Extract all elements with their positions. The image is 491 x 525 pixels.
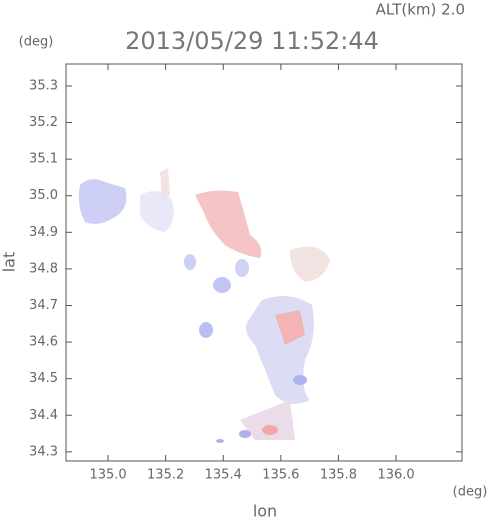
y-tick-label: 35.2 — [29, 115, 58, 130]
y-axis-label: lat — [0, 252, 19, 273]
y-tick-label: 34.9 — [29, 225, 58, 240]
echo-blob — [246, 296, 314, 404]
y-tick-label: 34.8 — [29, 261, 58, 276]
x-tick-label: 136.0 — [377, 468, 414, 483]
echo-blob — [262, 425, 278, 435]
echo-blob — [239, 430, 251, 438]
y-tick-label: 35.1 — [29, 152, 58, 167]
y-tick-label: 35.3 — [29, 78, 58, 93]
x-tick-label: 135.4 — [205, 468, 242, 483]
x-tick-label: 135.2 — [147, 468, 184, 483]
x-unit: (deg) — [453, 485, 488, 500]
echo-blob — [275, 310, 305, 345]
echo-blob — [216, 439, 224, 443]
y-tick-label: 34.4 — [29, 408, 58, 423]
echo-blob — [140, 191, 174, 232]
y-unit: (deg) — [19, 35, 54, 50]
y-tick-label: 34.7 — [29, 298, 58, 313]
echo-blob — [195, 190, 262, 258]
y-tick-label: 34.3 — [29, 444, 58, 459]
echo-blob — [293, 375, 307, 385]
echo-field — [78, 168, 330, 443]
echo-blob — [235, 259, 249, 277]
echo-blob — [290, 246, 330, 282]
echo-blob — [213, 277, 231, 293]
x-tick-label: 135.6 — [262, 468, 299, 483]
echo-blob — [160, 168, 170, 200]
chart-title: 2013/05/29 11:52:44 — [125, 27, 379, 55]
x-tick-label: 135.0 — [89, 468, 126, 483]
x-tick-label: 135.8 — [320, 468, 357, 483]
y-tick-label: 35.0 — [29, 188, 58, 203]
subtitle: ALT(km) 2.0 — [376, 1, 465, 19]
echo-blob — [184, 254, 196, 270]
echo-blob — [78, 179, 127, 224]
echo-blob — [199, 322, 213, 338]
plot-frame — [65, 63, 463, 462]
x-axis-label: lon — [253, 502, 277, 521]
y-tick-label: 34.5 — [29, 371, 58, 386]
echo-blob — [240, 400, 295, 440]
y-tick-label: 34.6 — [29, 335, 58, 350]
